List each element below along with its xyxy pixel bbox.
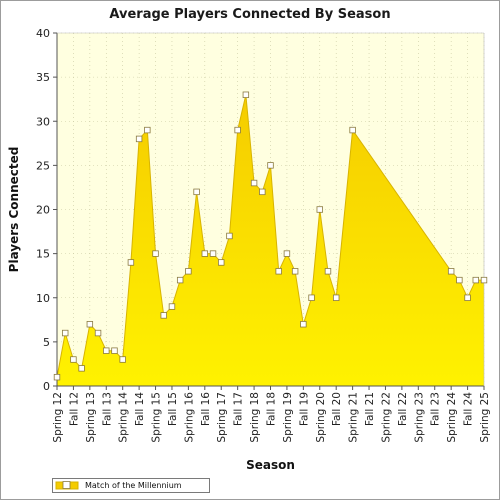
x-tick-label: Spring 17 — [216, 392, 228, 443]
x-tick-label: Fall 17 — [233, 392, 245, 426]
data-point — [53, 373, 61, 381]
data-point — [193, 188, 200, 196]
data-point — [94, 329, 102, 337]
data-point — [226, 232, 233, 240]
data-point — [300, 321, 307, 328]
data-point — [168, 303, 176, 310]
axis-labels: 0 5 10 15 20 25 30 35 40 Spring 12 Fall 12 Spring 1… — [7, 27, 491, 472]
x-tick-label: Fall 18 — [266, 392, 278, 426]
chart-title: Average Players Connected By Season — [109, 7, 391, 22]
legend-label: Match of the Millennium — [85, 481, 182, 490]
y-axis-title: Players Connected — [7, 147, 21, 273]
data-point — [152, 250, 159, 257]
x-tick-label: Spring 25 — [479, 392, 491, 443]
data-point — [185, 268, 192, 275]
data-point — [234, 126, 241, 134]
x-tick-label: Spring 21 — [348, 392, 360, 443]
x-tick-label: Spring 19 — [282, 392, 294, 443]
data-point — [144, 126, 151, 134]
data-point — [78, 365, 85, 372]
data-point — [119, 356, 126, 363]
x-tick-label: Fall 22 — [397, 392, 409, 426]
x-tick-label: Spring 14 — [118, 392, 130, 443]
data-point — [209, 250, 217, 257]
x-tick-label: Fall 24 — [463, 392, 475, 426]
data-point — [283, 250, 291, 257]
x-tick-label: Fall 20 — [331, 392, 343, 426]
data-point — [70, 356, 77, 363]
data-point — [86, 321, 94, 328]
x-tick-label: Spring 22 — [380, 392, 392, 443]
data-point — [308, 294, 315, 301]
data-point — [201, 250, 209, 257]
y-tick-label: 10 — [36, 292, 50, 305]
data-point — [332, 294, 340, 301]
data-point — [62, 329, 69, 337]
data-point — [349, 126, 356, 134]
x-tick-label: Spring 12 — [52, 392, 64, 443]
data-point — [480, 276, 488, 284]
data-point — [103, 347, 110, 354]
data-point — [218, 259, 225, 266]
legend: Match of the Millennium — [52, 478, 210, 493]
data-point — [176, 276, 184, 284]
y-tick-label: 0 — [43, 380, 50, 393]
data-point — [267, 162, 274, 169]
data-point — [127, 259, 135, 266]
x-tick-label: Spring 24 — [446, 392, 458, 443]
x-tick-label: Fall 16 — [200, 392, 212, 426]
series-markers — [53, 91, 488, 381]
data-point — [242, 91, 250, 98]
x-tick-label: Fall 13 — [101, 392, 113, 426]
y-tick-label: 30 — [36, 115, 50, 128]
data-point — [316, 206, 323, 213]
legend-swatch — [53, 479, 81, 492]
data-point — [259, 188, 266, 196]
data-point — [456, 276, 463, 284]
x-tick-label: Fall 21 — [364, 392, 376, 426]
x-tick-label: Fall 14 — [134, 392, 146, 426]
data-point — [464, 294, 471, 301]
data-point — [291, 268, 299, 275]
y-tick-label: 25 — [36, 159, 50, 172]
data-point — [250, 179, 258, 187]
data-point — [135, 135, 143, 143]
x-tick-label: Fall 23 — [430, 392, 442, 426]
data-point — [324, 268, 332, 275]
axes — [53, 32, 485, 390]
data-point — [160, 312, 167, 319]
x-tick-label: Spring 13 — [85, 392, 97, 443]
x-tick-label: Fall 15 — [167, 392, 179, 426]
x-tick-label: Spring 18 — [249, 392, 261, 443]
x-axis-title: Season — [246, 458, 295, 472]
data-point — [472, 276, 479, 284]
data-point — [275, 268, 282, 275]
y-tick-label: 15 — [36, 248, 50, 261]
x-tick-label: Spring 20 — [315, 392, 327, 443]
y-tick-label: 35 — [36, 71, 50, 84]
data-point — [111, 347, 118, 354]
data-point — [447, 268, 455, 275]
y-tick-label: 5 — [43, 336, 50, 349]
x-tick-label: Spring 16 — [183, 392, 195, 443]
x-tick-label: Spring 23 — [413, 392, 425, 443]
y-tick-label: 20 — [36, 204, 50, 217]
area-fill — [57, 94, 484, 387]
x-tick-label: Fall 12 — [68, 392, 80, 426]
x-tick-label: Spring 15 — [151, 392, 163, 443]
x-tick-label: Fall 19 — [298, 392, 310, 426]
y-tick-label: 40 — [36, 27, 50, 40]
